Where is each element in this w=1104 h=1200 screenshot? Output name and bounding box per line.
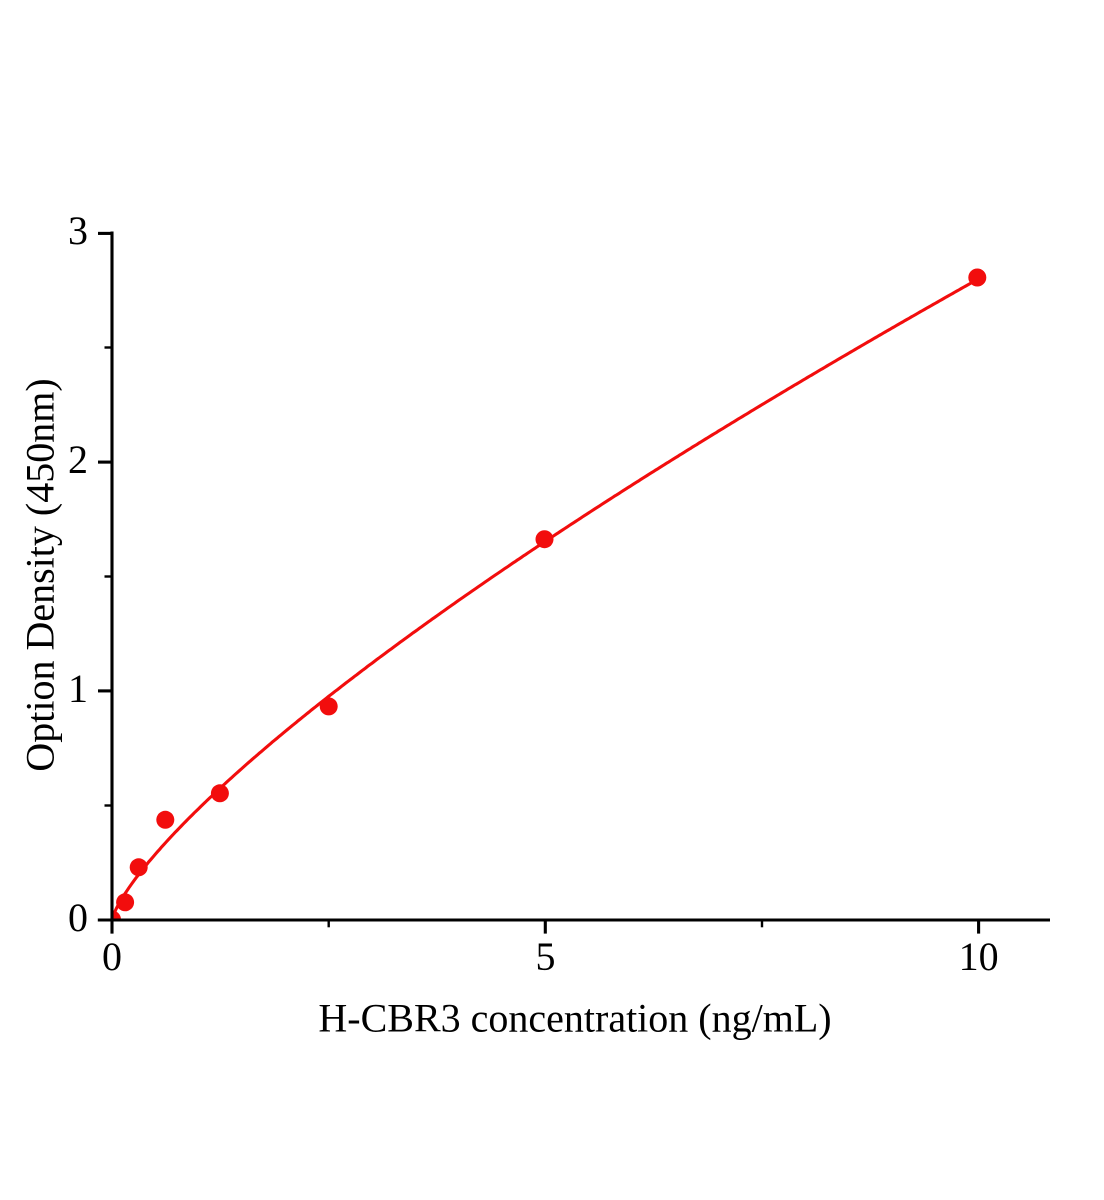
svg-text:3: 3 — [68, 208, 88, 253]
svg-text:2: 2 — [68, 437, 88, 482]
svg-text:H-CBR3 concentration (ng/mL): H-CBR3 concentration (ng/mL) — [318, 995, 831, 1040]
svg-text:5: 5 — [536, 934, 556, 979]
svg-text:Option Density (450nm): Option Density (450nm) — [18, 378, 63, 771]
svg-text:0: 0 — [102, 934, 122, 979]
svg-text:0: 0 — [68, 895, 88, 940]
svg-text:1: 1 — [68, 666, 88, 711]
svg-text:10: 10 — [959, 934, 999, 979]
